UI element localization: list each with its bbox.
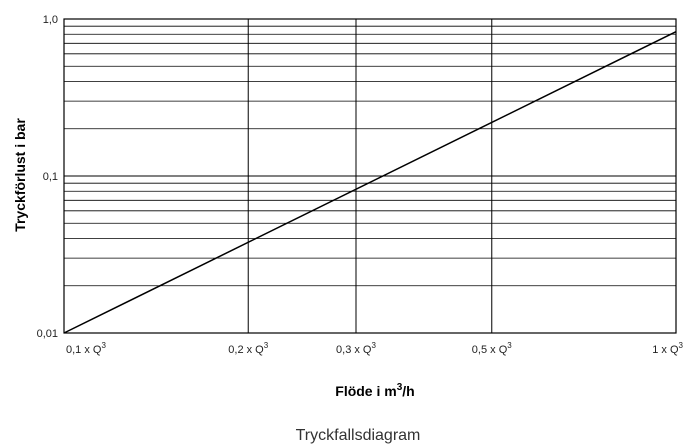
y-axis-title: Tryckförlust i bar	[12, 118, 28, 232]
x-axis-title: Flöde i m3/h	[335, 382, 414, 399]
chart-caption: Tryckfallsdiagram	[296, 427, 421, 444]
y-tick-labels: 0,01 0,1 1,0	[37, 14, 58, 340]
x-axis-title-suffix: /h	[402, 383, 414, 399]
grid-lines	[64, 19, 676, 333]
x-tick-label: 0,3 x Q3	[336, 341, 376, 356]
pressure-drop-line	[63, 31, 677, 334]
plot-frame	[63, 18, 677, 334]
y-tick-label: 0,01	[37, 328, 58, 340]
y-tick-label: 1,0	[43, 14, 58, 26]
x-tick-labels: 0,1 x Q3 0,2 x Q3 0,3 x Q3 0,5 x Q3 1 x Q3	[66, 341, 684, 356]
x-tick-label: 0,5 x Q3	[472, 341, 512, 356]
plot-border	[63, 18, 677, 334]
series-lines	[63, 31, 677, 334]
y-tick-label: 0,1	[43, 171, 58, 183]
x-tick-label: 1 x Q3	[652, 341, 683, 356]
x-tick-label: 0,1 x Q3	[66, 341, 106, 356]
x-tick-label: 0,2 x Q3	[228, 341, 268, 356]
x-axis-title-prefix: Flöde i m	[335, 383, 396, 399]
x-axis-title-sup: 3	[397, 382, 403, 393]
